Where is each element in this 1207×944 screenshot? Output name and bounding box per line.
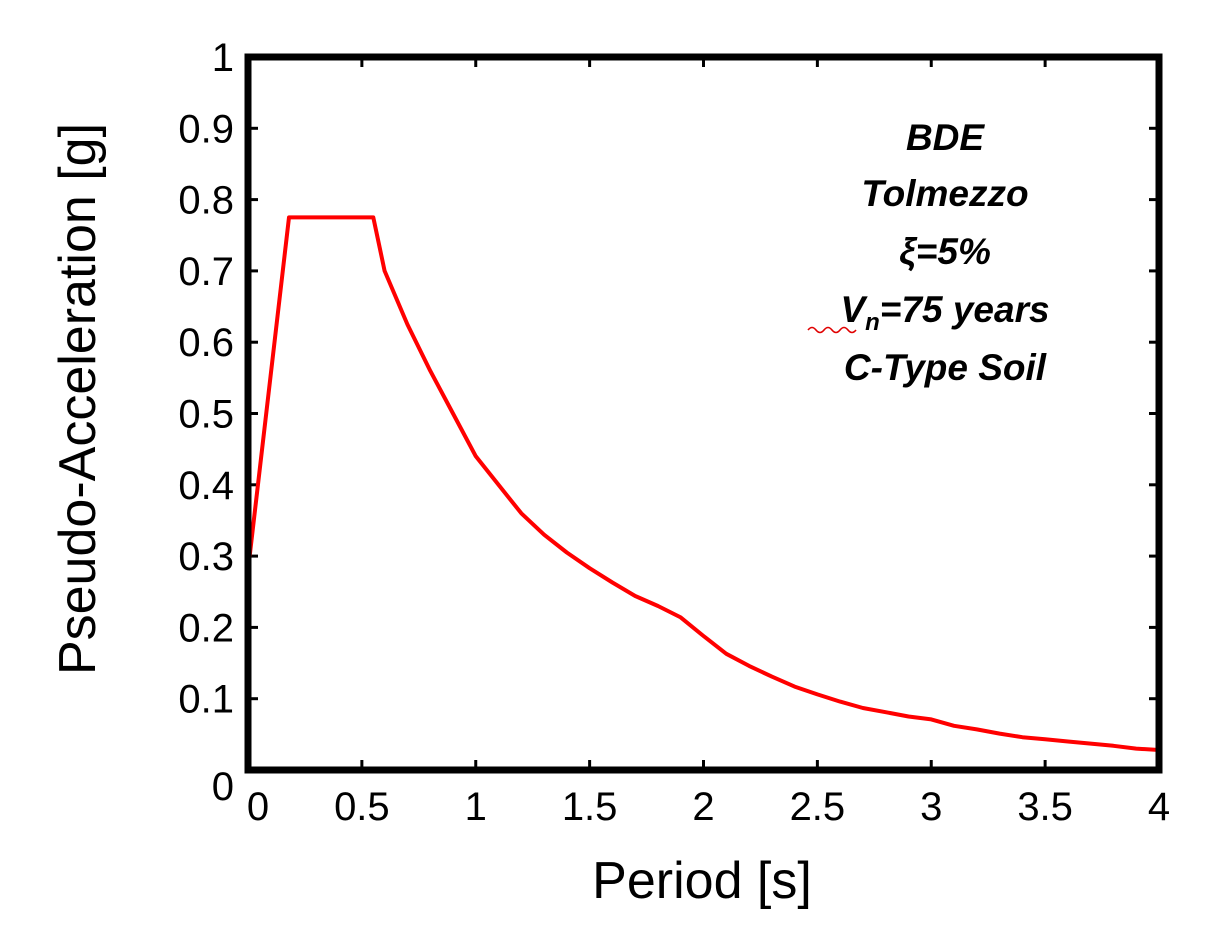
- plot-frame: [244, 53, 1163, 774]
- x-axis-label: Period [s]: [592, 852, 812, 910]
- annotation-line-5: C-Type Soil: [844, 347, 1047, 388]
- annotation-v: V: [840, 289, 868, 330]
- y-tick-label: 0.2: [178, 606, 234, 650]
- annotation-box: BDE Tolmezzo ξ=5% Vn=75 years C-Type Soi…: [807, 117, 1050, 388]
- x-tick-label: 1: [465, 785, 487, 829]
- x-tick-label: 1.5: [562, 785, 618, 829]
- annotation-line-3: ξ=5%: [899, 231, 991, 272]
- y-tick-label: 0.8: [178, 179, 234, 223]
- y-axis-label: Pseudo-Acceleration [g]: [49, 123, 107, 675]
- y-tick-label: 0.3: [178, 535, 234, 579]
- y-tick-label: 0.1: [178, 678, 234, 722]
- x-tick-label: 0: [247, 785, 269, 829]
- annotation-v-rest: =75 years: [880, 289, 1050, 330]
- y-tick-label: 0.5: [178, 393, 234, 437]
- x-tick-label: 0.5: [334, 785, 390, 829]
- x-tick-label: 4: [1148, 785, 1170, 829]
- y-tick-label: 0.9: [178, 107, 234, 151]
- y-tick-label: 0: [212, 765, 234, 809]
- x-tick-label: 3.5: [1017, 785, 1073, 829]
- ticks-layer: 0 0.1 0.2 0.3 0.4 0.5 0.6 0.7 0.8 0.9 1 0 0.5 1 1.5 2 2.…: [178, 36, 1170, 829]
- series-line-spectrum: [246, 215, 1161, 752]
- x-tick-label: 2.5: [790, 785, 846, 829]
- x-tick-label: 3: [920, 785, 942, 829]
- annotation-line-1: BDE: [906, 117, 985, 158]
- y-tick-label: 1: [212, 36, 234, 80]
- series-layer: [246, 215, 1161, 752]
- y-tick-label: 0.4: [178, 464, 234, 508]
- y-tick-label: 0.7: [178, 250, 234, 294]
- x-tick-label: 2: [692, 785, 714, 829]
- annotation-subscript: n: [865, 309, 880, 336]
- spellcheck-underline: [807, 326, 857, 334]
- annotation-line-2: Tolmezzo: [861, 173, 1028, 214]
- annotation-line-4: Vn=75 years: [840, 289, 1049, 336]
- y-tick-label: 0.6: [178, 321, 234, 365]
